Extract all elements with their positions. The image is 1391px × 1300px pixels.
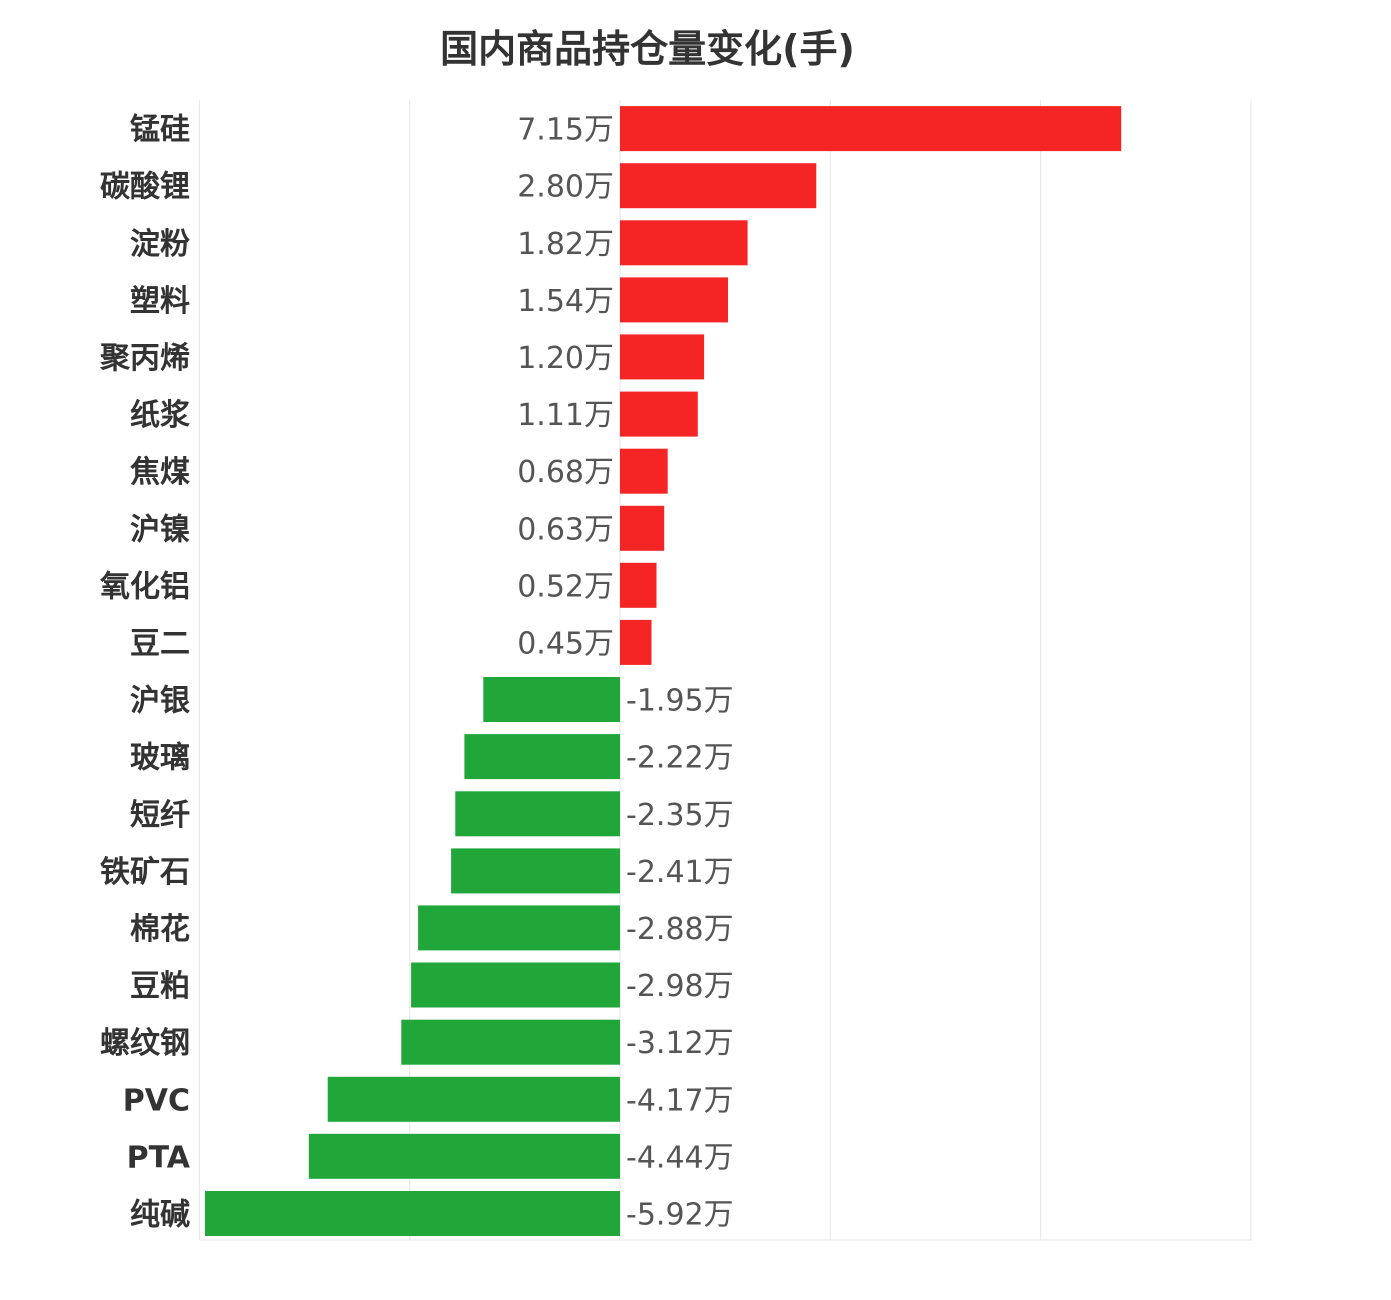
category-label: 纸浆 (130, 398, 190, 433)
category-label: PTA (127, 1140, 191, 1175)
bar (455, 791, 620, 837)
category-label: 豆二 (130, 626, 190, 661)
value-label: 1.11万 (517, 398, 614, 433)
category-label: 玻璃 (130, 741, 190, 776)
category-label: 焦煤 (130, 455, 190, 490)
chart-title: 国内商品持仓量变化(手) (440, 27, 855, 71)
value-label: 1.82万 (517, 227, 614, 262)
bar (327, 1076, 620, 1122)
value-label: 7.15万 (517, 113, 614, 148)
bar (620, 334, 705, 380)
value-label: 0.63万 (517, 512, 614, 547)
bar (418, 905, 620, 951)
category-label: 塑料 (130, 284, 190, 319)
category-label: 纯碱 (130, 1197, 190, 1232)
value-label: -5.92万 (626, 1197, 734, 1232)
category-label: 棉花 (130, 912, 190, 947)
bar (620, 448, 668, 494)
category-label: 锰硅 (130, 113, 190, 148)
value-label: -2.41万 (626, 855, 734, 890)
value-label: -2.98万 (626, 969, 734, 1004)
value-label: 2.80万 (517, 170, 614, 205)
bar (620, 220, 748, 266)
value-label: 0.52万 (517, 569, 614, 604)
category-label: 短纤 (130, 798, 190, 833)
category-label: 聚丙烯 (99, 341, 190, 376)
bar (620, 277, 728, 323)
bar (483, 677, 620, 722)
value-label: 0.68万 (517, 455, 614, 490)
bar (620, 106, 1122, 152)
value-label: 1.20万 (517, 341, 614, 376)
category-label: 氧化铝 (100, 569, 190, 604)
category-label: 豆粕 (130, 969, 190, 1004)
bar (451, 848, 620, 894)
bar (620, 562, 657, 608)
bar (620, 619, 652, 665)
value-label: -3.12万 (626, 1026, 734, 1061)
bar (308, 1133, 620, 1179)
bar (620, 391, 698, 437)
bar (620, 163, 817, 209)
bar (620, 505, 665, 551)
value-label: -2.22万 (626, 741, 734, 776)
category-label: 沪镍 (130, 512, 190, 547)
value-label: -2.35万 (626, 798, 734, 833)
category-label: PVC (123, 1083, 190, 1118)
value-label: -2.88万 (626, 912, 734, 947)
bar (411, 962, 620, 1008)
value-label: -4.44万 (626, 1140, 734, 1175)
value-label: -1.95万 (626, 684, 734, 719)
bar (401, 1019, 620, 1065)
category-label: 铁矿石 (100, 855, 190, 890)
category-label: 碳酸锂 (100, 170, 190, 205)
value-label: -4.17万 (626, 1083, 734, 1118)
value-label: 0.45万 (517, 626, 614, 661)
category-label: 螺纹钢 (100, 1026, 190, 1061)
category-label: 沪银 (130, 684, 190, 719)
bar (464, 734, 620, 780)
category-label: 淀粉 (130, 227, 190, 262)
value-label: 1.54万 (517, 284, 614, 319)
bar (205, 1191, 620, 1236)
